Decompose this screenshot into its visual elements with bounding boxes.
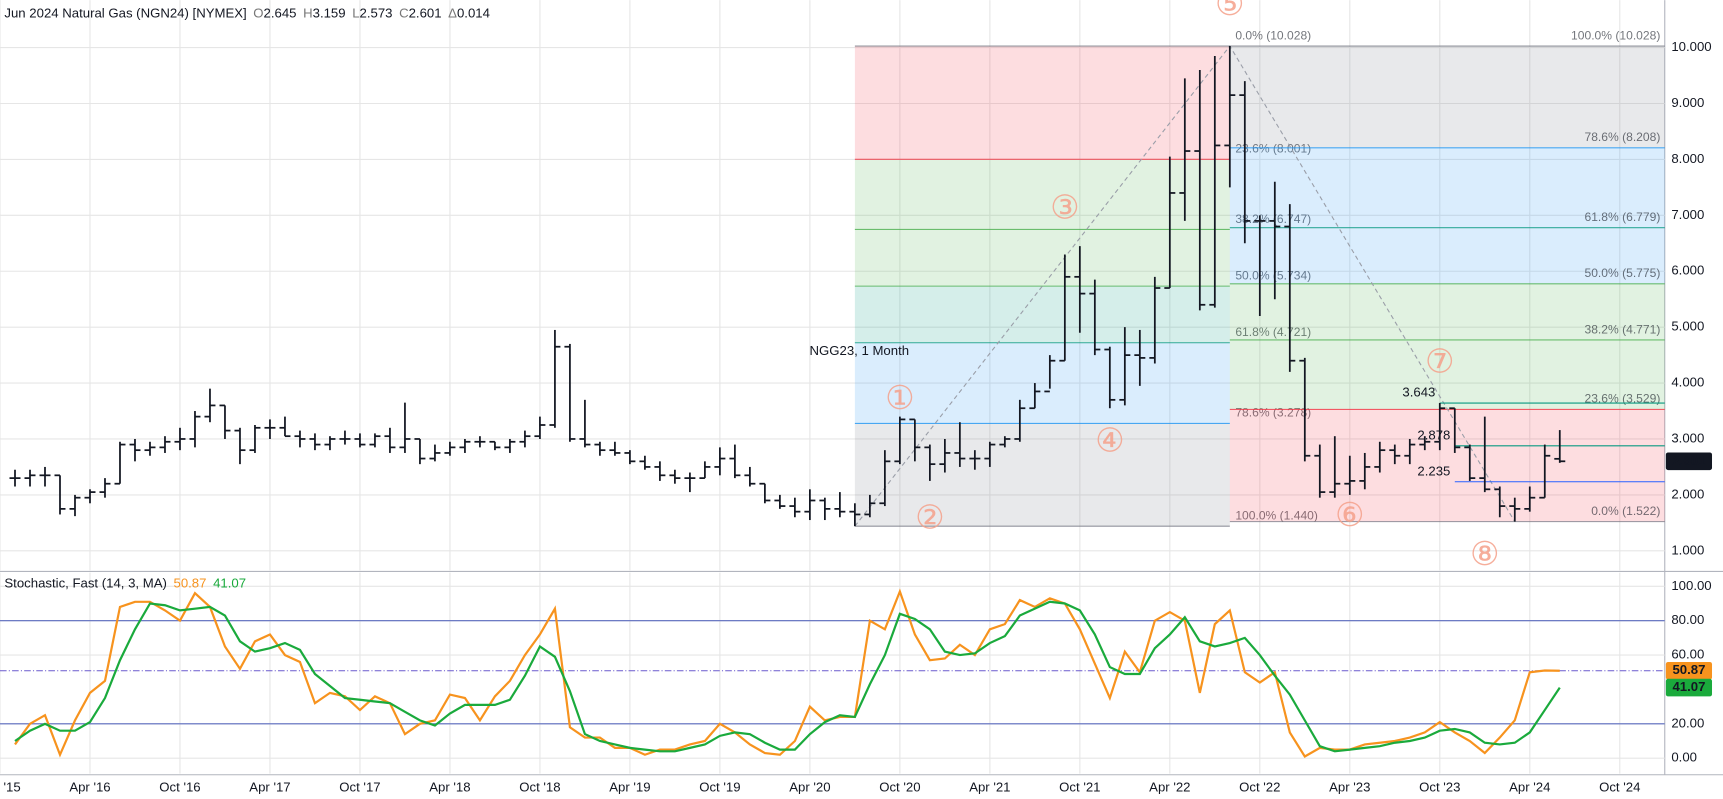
- title: Stochastic, Fast (14, 3, MA): [4, 576, 167, 591]
- x-tick-label: Apr '19: [609, 779, 650, 794]
- y-tick-label: 6.000: [1671, 263, 1704, 278]
- stochastic-line: [14, 600, 1561, 753]
- y-tick-label: 3.000: [1671, 430, 1704, 445]
- fib-zone: [1229, 46, 1665, 148]
- fib-zone: [854, 46, 1230, 160]
- x-tick-label: Oct '19: [699, 779, 740, 794]
- indicator-title: Stochastic, Fast (14, 3, MA) 50.87 41.07: [4, 576, 246, 591]
- x-tick-label: Oct '22: [1239, 779, 1280, 794]
- y-tick-label: 0.00: [1671, 750, 1697, 765]
- fib-zone: [854, 159, 1230, 230]
- fib-label: 38.2% (6.747): [1235, 212, 1311, 226]
- quote-value: 2.645: [264, 6, 297, 21]
- quote-value: 3.159: [313, 6, 346, 21]
- fib-label: 61.8% (6.779): [1584, 210, 1660, 224]
- fib-label: 100.0% (1.440): [1235, 508, 1318, 522]
- quote-label: Δ: [448, 6, 457, 21]
- y-tick-label: 4.000: [1671, 375, 1704, 390]
- fib-label: 78.6% (8.208): [1584, 130, 1660, 144]
- fib-zone: [1229, 227, 1665, 284]
- fib-zone: [854, 423, 1230, 527]
- x-tick-label: Oct '23: [1419, 779, 1460, 794]
- indicator-tag: 50.87: [1672, 662, 1705, 677]
- x-tick-label: Apr '21: [969, 779, 1010, 794]
- fib-label: 38.2% (4.771): [1584, 322, 1660, 336]
- x-tick-label: Oct '21: [1059, 779, 1100, 794]
- quote-label: C: [399, 6, 409, 21]
- stochastic-line: [14, 588, 1560, 758]
- y-tick-label: 80.00: [1671, 612, 1704, 627]
- fib-label: 50.0% (5.734): [1235, 268, 1311, 282]
- x-tick-label: Apr '16: [69, 779, 110, 794]
- fib-zone: [1229, 409, 1665, 522]
- x-tick-label: Oct '16: [159, 779, 200, 794]
- quote-label: L: [352, 6, 359, 21]
- y-tick-label: 100.00: [1671, 578, 1711, 593]
- fib-label: 61.8% (4.721): [1235, 325, 1311, 339]
- fib-label: 23.6% (8.001): [1235, 142, 1311, 156]
- x-tick-label: Apr '23: [1329, 779, 1370, 794]
- last-price-tag-box: [1665, 452, 1713, 471]
- y-tick-label: 60.00: [1671, 647, 1704, 662]
- x-tick-label: Apr '20: [789, 779, 830, 794]
- indicator-tag: 41.07: [1672, 679, 1705, 694]
- title: Jun 2024 Natural Gas (NGN24) [NYMEX]: [4, 6, 246, 21]
- quote-value: 2.601: [409, 6, 442, 21]
- fib-zone: [1229, 339, 1665, 410]
- indicator-value: 41.07: [213, 576, 246, 591]
- fib-zone: [854, 229, 1230, 287]
- y-tick-label: 10.000: [1671, 39, 1711, 54]
- x-tick-label: Oct '20: [879, 779, 920, 794]
- x-tick-label: Oct '17: [339, 779, 380, 794]
- fib-zone: [1229, 283, 1665, 340]
- fib-label: 100.0% (10.028): [1571, 28, 1660, 42]
- watermark: NGG23, 1 Month: [810, 343, 910, 358]
- indicator-tag-box: [1665, 678, 1713, 697]
- fib-label: 0.0% (10.028): [1235, 28, 1311, 42]
- quote-value: 0.014: [457, 6, 490, 21]
- quote-label: H: [303, 6, 313, 21]
- price-level-label: 2.235: [1417, 463, 1450, 478]
- wave-label: ⑦: [1425, 341, 1455, 380]
- x-tick-label: Oct '15: [0, 779, 21, 794]
- wave-label: ③: [1050, 188, 1080, 227]
- y-tick-label: 9.000: [1671, 95, 1704, 110]
- x-tick-label: Apr '22: [1149, 779, 1190, 794]
- fib-zone: [854, 286, 1230, 343]
- x-tick-label: Apr '17: [249, 779, 290, 794]
- y-tick-label: 5.000: [1671, 319, 1704, 334]
- y-tick-label: 8.000: [1671, 151, 1704, 166]
- wave-label: ⑤: [1215, 0, 1245, 23]
- quote-value: 2.573: [360, 6, 393, 21]
- fib-zone: [854, 342, 1230, 424]
- y-tick-label: 20.00: [1671, 715, 1704, 730]
- y-tick-label: 2.000: [1671, 486, 1704, 501]
- x-tick-label: Oct '24: [1599, 779, 1640, 794]
- wave-label: ②: [915, 497, 945, 536]
- x-tick-label: Apr '18: [429, 779, 470, 794]
- fib-label: 50.0% (5.775): [1584, 266, 1660, 280]
- fib-label: 23.6% (3.529): [1584, 392, 1660, 406]
- indicator-value: 50.87: [174, 576, 207, 591]
- x-tick-label: Oct '18: [519, 779, 560, 794]
- indicator-tag-box: [1665, 661, 1713, 680]
- wave-label: ⑧: [1470, 534, 1500, 573]
- y-tick-label: 7.000: [1671, 207, 1704, 222]
- wave-label: ⑥: [1335, 495, 1365, 534]
- wave-label: ④: [1095, 420, 1125, 459]
- x-tick-label: Apr '24: [1509, 779, 1550, 794]
- chart-title: Jun 2024 Natural Gas (NGN24) [NYMEX] O2.6…: [4, 6, 490, 21]
- last-price-tag: 2.601: [1672, 453, 1705, 468]
- fib-label: 0.0% (1.522): [1591, 504, 1660, 518]
- price-level-label: 2.878: [1417, 427, 1450, 442]
- y-tick-label: 1.000: [1671, 542, 1704, 557]
- wave-label: ①: [885, 378, 915, 417]
- price-level-label: 3.643: [1402, 385, 1435, 400]
- quote-label: O: [253, 6, 263, 21]
- fib-zone: [1229, 147, 1665, 228]
